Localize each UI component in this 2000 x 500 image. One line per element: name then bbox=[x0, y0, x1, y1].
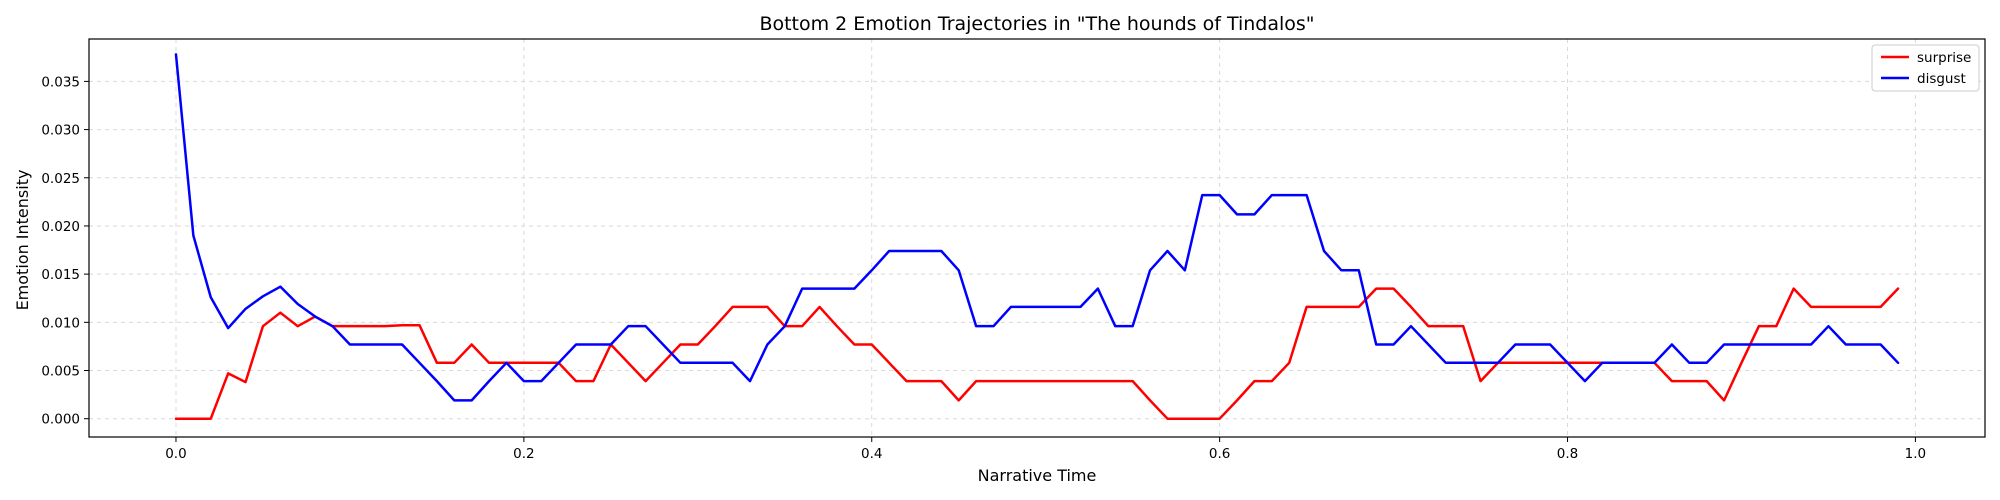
plot-area-frame bbox=[88, 38, 1986, 438]
y-tick-label: 0.025 bbox=[41, 171, 80, 187]
x-tick-label: 0.0 bbox=[165, 446, 186, 462]
x-tick-label: 0.6 bbox=[1209, 446, 1230, 462]
legend: surprise disgust bbox=[1871, 44, 1980, 92]
y-axis-ticks: 0.000 0.005 0.010 0.015 0.020 0.025 0.030 0.035 bbox=[41, 74, 89, 428]
y-tick-label: 0.020 bbox=[41, 219, 80, 235]
y-tick-label: 0.030 bbox=[41, 123, 80, 139]
y-tick-label: 0.015 bbox=[41, 267, 80, 283]
x-axis-label: Narrative Time bbox=[978, 466, 1097, 485]
x-tick-label: 0.8 bbox=[1557, 446, 1578, 462]
series-line-disgust bbox=[174, 53, 1900, 402]
y-tick-label: 0.035 bbox=[41, 74, 80, 90]
legend-label-disgust: disgust bbox=[1917, 71, 1966, 87]
y-tick-label: 0.010 bbox=[41, 315, 80, 331]
y-tick-label: 0.000 bbox=[41, 412, 80, 428]
x-tick-label: 1.0 bbox=[1905, 446, 1926, 462]
legend-label-surprise: surprise bbox=[1917, 50, 1971, 66]
x-tick-label: 0.4 bbox=[861, 446, 882, 462]
x-tick-label: 0.2 bbox=[513, 446, 534, 462]
chart-title: Bottom 2 Emotion Trajectories in "The ho… bbox=[759, 13, 1314, 35]
series-lines bbox=[174, 53, 1900, 420]
x-axis-ticks: 0.0 0.2 0.4 0.6 0.8 1.0 bbox=[165, 437, 1926, 462]
y-axis-label: Emotion Intensity bbox=[13, 170, 32, 311]
y-tick-label: 0.005 bbox=[41, 364, 80, 380]
grid bbox=[89, 39, 1985, 437]
